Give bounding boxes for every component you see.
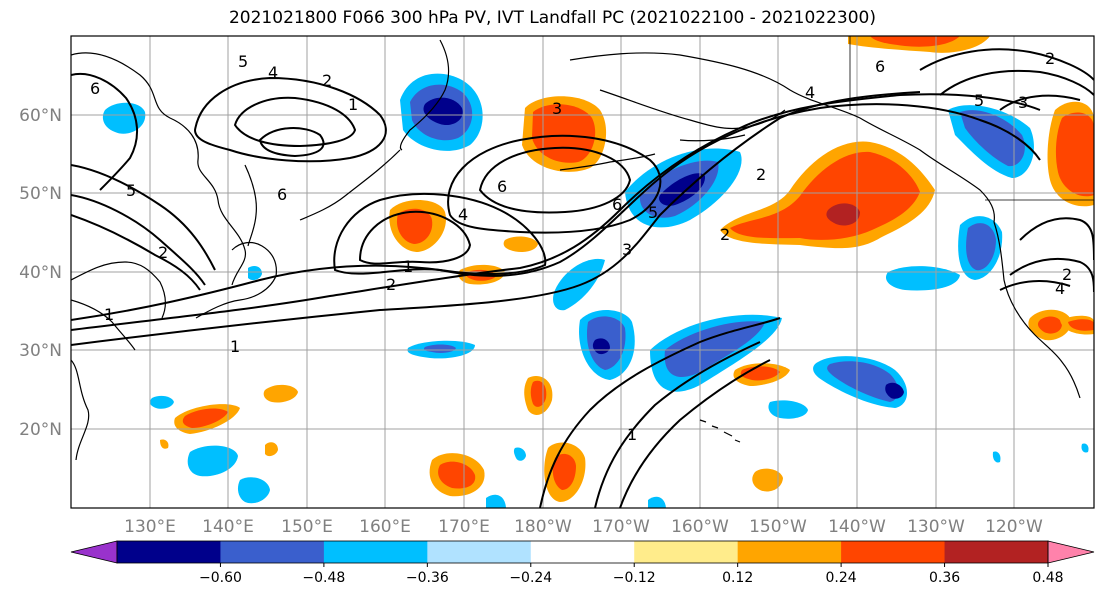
contour-labels: 5 4 2 1 6 5 2 1 6 3 6 4 2 1 2 1 4 2 6 5 …: [90, 49, 1072, 444]
contour-label: 2: [322, 71, 332, 90]
contour-label: 6: [612, 195, 622, 214]
contour-label: 2: [720, 225, 730, 244]
contour-label: 2: [158, 243, 168, 262]
lon-label: 130°W: [907, 517, 965, 537]
contour-label: 1: [403, 257, 413, 276]
contour-label: 5: [126, 181, 136, 200]
colorbar: −0.60 −0.48 −0.36 −0.24 −0.12 0.12 0.24 0.36 0.4…: [70, 540, 1095, 586]
lon-label: 150°W: [749, 517, 807, 537]
colorbar-tick-label: 0.24: [826, 570, 857, 586]
contour-label: 2: [1062, 265, 1072, 284]
colorbar-segment: [220, 541, 325, 563]
contour-label: 4: [1055, 279, 1065, 298]
contour-label: 3: [1018, 93, 1028, 112]
colorbar-segment: [427, 541, 532, 563]
colorbar-segment: [117, 541, 221, 563]
contour-label: 2: [1045, 49, 1055, 68]
lat-label: 60°N: [19, 106, 62, 126]
contour-label: 5: [648, 203, 658, 222]
contour-label: 2: [756, 165, 766, 184]
contour-label: 5: [238, 52, 248, 71]
contour-label: 4: [458, 205, 468, 224]
colorbar-extend-min: [70, 540, 118, 564]
colorbar-tick-label: −0.12: [613, 570, 656, 586]
contour-label: 6: [875, 57, 885, 76]
contour-label: 6: [497, 177, 507, 196]
lon-label: 140°W: [828, 517, 886, 537]
colorbar-segment: [323, 541, 428, 563]
lon-label: 170°E: [438, 517, 490, 537]
colorbar-tick-label: −0.24: [509, 570, 552, 586]
lon-label: 160°W: [671, 517, 729, 537]
lon-label: 140°E: [202, 517, 254, 537]
contour-label: 1: [348, 95, 358, 114]
colorbar-tick-label: 0.48: [1032, 570, 1063, 586]
colorbar-segment: [841, 541, 946, 563]
lon-label: 180°W: [514, 517, 572, 537]
lon-label: 160°E: [359, 517, 411, 537]
contour-label: 1: [104, 305, 114, 324]
contour-label: 4: [805, 83, 815, 102]
contour-label: 4: [268, 63, 278, 82]
lat-label: 30°N: [19, 341, 62, 361]
colorbar-segment: [944, 541, 1049, 563]
lon-label: 170°W: [592, 517, 650, 537]
latitude-labels: 60°N 50°N 40°N 30°N 20°N: [19, 106, 62, 440]
map-content: 5 4 2 1 6 5 2 1 6 3 6 4 2 1 2 1 4 2 6 5 …: [71, 36, 1094, 508]
contour-label: 3: [552, 99, 562, 118]
contour-label: 2: [386, 275, 396, 294]
lat-label: 50°N: [19, 184, 62, 204]
coastlines: [71, 36, 1094, 461]
colorbar-tick-label: 0.12: [722, 570, 753, 586]
longitude-labels: 130°E 140°E 150°E 160°E 170°E 180°W 170°…: [124, 517, 1043, 537]
lon-label: 130°E: [124, 517, 176, 537]
figure-title: 2021021800 F066 300 hPa PV, IVT Landfall…: [228, 8, 876, 28]
colorbar-tick-label: −0.60: [199, 570, 242, 586]
lon-label: 120°W: [985, 517, 1043, 537]
contour-label: 5: [974, 91, 984, 110]
colorbar-segment: [737, 541, 842, 563]
lat-label: 40°N: [19, 263, 62, 283]
colorbar-segment: [530, 541, 635, 563]
contour-label: 1: [230, 337, 240, 356]
pv-contours: [71, 48, 1094, 508]
contour-label: 3: [622, 240, 632, 259]
colorbar-tick-label: −0.48: [302, 570, 345, 586]
colorbar-segment: [634, 541, 739, 563]
colorbar-tick-label: −0.36: [406, 570, 449, 586]
colorbar-extend-max: [1047, 540, 1095, 564]
contour-label: 1: [627, 425, 637, 444]
colorbar-tick-label: 0.36: [929, 570, 960, 586]
contour-label: 6: [90, 79, 100, 98]
map-border: [70, 35, 1095, 509]
lat-label: 20°N: [19, 420, 62, 440]
lon-label: 150°E: [281, 517, 333, 537]
contour-label: 6: [277, 185, 287, 204]
